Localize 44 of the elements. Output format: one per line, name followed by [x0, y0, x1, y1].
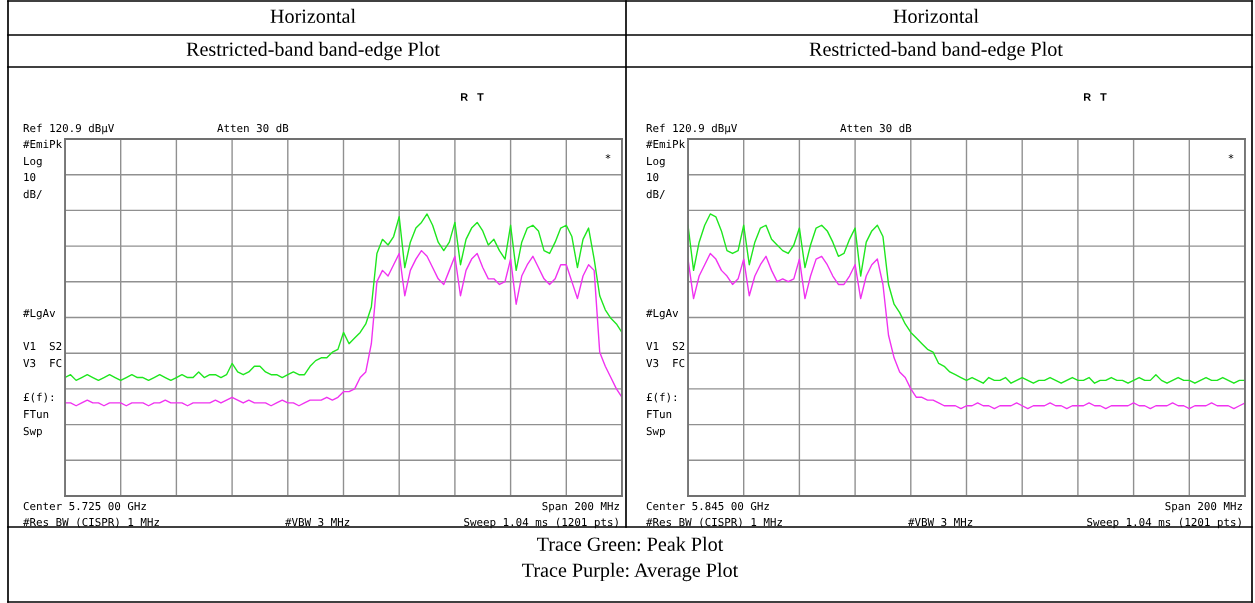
text: #EmiPk [646, 139, 685, 149]
text: * [605, 153, 611, 159]
chart-title: Horizontal [893, 8, 979, 24]
text: Log [24, 157, 42, 168]
text: #LgAv [23, 309, 56, 320]
text: £(f): [646, 392, 677, 403]
text: #LgAv [646, 309, 679, 320]
text: #VBW 3 MHz [908, 517, 973, 527]
text: dB/ [646, 189, 665, 200]
text: Swp [646, 426, 665, 438]
text: #VBW 3 MHz [285, 517, 350, 527]
text: Trace Green: Peak Plot [537, 536, 724, 552]
text: Span 200 MHz [1165, 501, 1242, 513]
text: Swp [23, 426, 42, 438]
text: #Res BW (CISPR) 1 MHz [646, 517, 782, 528]
chart-subtitle: Restricted-band band-edge Plot [809, 41, 1063, 61]
text: R T [1083, 93, 1107, 101]
text: Span 200 MHz [542, 501, 619, 513]
text: FTun [24, 410, 49, 419]
text: Sweep 1.04 ms (1201 pts) [1087, 517, 1241, 529]
text: Center 5.725 00 GHz [23, 501, 146, 511]
text: * [1228, 153, 1234, 159]
text: V1 S2 [646, 341, 685, 351]
text: Trace Purple: Average Plot [522, 562, 739, 582]
text: V1 S2 [23, 341, 62, 351]
text: V3 FC [23, 358, 62, 368]
text: 10 [24, 172, 36, 182]
text: FTun [647, 410, 672, 419]
text: 10 [647, 172, 659, 182]
text: Sweep 1.04 ms (1201 pts) [464, 517, 618, 529]
text: Atten 30 dB [217, 123, 289, 133]
text: Center 5.845 00 GHz [646, 501, 769, 511]
text: R T [460, 93, 484, 101]
text: dB/ [23, 189, 42, 200]
text: Log [647, 157, 665, 168]
text: Atten 30 dB [840, 123, 912, 133]
text: #EmiPk [23, 139, 62, 149]
text: Ref 120.9 dBµV [23, 123, 115, 135]
text: Ref 120.9 dBµV [646, 123, 738, 135]
text: £(f): [23, 392, 54, 403]
text: #Res BW (CISPR) 1 MHz [23, 517, 159, 528]
chart-subtitle: Restricted-band band-edge Plot [186, 41, 440, 61]
chart-title: Horizontal [270, 8, 356, 24]
text: V3 FC [646, 358, 685, 368]
